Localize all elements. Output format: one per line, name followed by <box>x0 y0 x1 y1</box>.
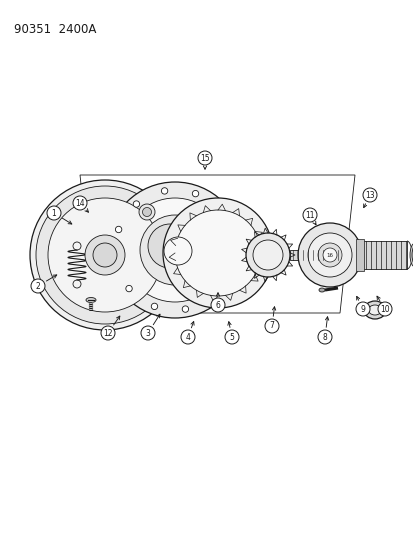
Circle shape <box>192 190 198 197</box>
Circle shape <box>107 182 242 318</box>
Circle shape <box>30 180 180 330</box>
Ellipse shape <box>363 301 385 319</box>
Circle shape <box>362 188 376 202</box>
Circle shape <box>123 198 226 302</box>
Circle shape <box>142 207 151 216</box>
Text: 15: 15 <box>200 154 209 163</box>
Text: 3: 3 <box>145 328 150 337</box>
Circle shape <box>93 243 117 267</box>
Text: 10: 10 <box>379 304 389 313</box>
Text: 4: 4 <box>185 333 190 342</box>
Circle shape <box>377 302 391 316</box>
Circle shape <box>252 240 282 270</box>
Circle shape <box>126 285 132 292</box>
Text: 5: 5 <box>229 333 234 342</box>
FancyBboxPatch shape <box>355 239 363 271</box>
Circle shape <box>180 330 195 344</box>
Circle shape <box>151 303 157 310</box>
Text: 11: 11 <box>304 211 314 220</box>
Ellipse shape <box>409 243 413 267</box>
Circle shape <box>112 257 119 264</box>
Circle shape <box>322 248 336 262</box>
Circle shape <box>47 206 61 220</box>
Text: 13: 13 <box>364 190 374 199</box>
Text: 2: 2 <box>36 281 40 290</box>
Circle shape <box>163 198 272 308</box>
Circle shape <box>36 186 173 324</box>
Circle shape <box>211 298 224 312</box>
Circle shape <box>139 204 154 220</box>
Text: 7: 7 <box>269 321 274 330</box>
Circle shape <box>264 319 278 333</box>
Circle shape <box>210 293 216 299</box>
Text: 8: 8 <box>322 333 327 342</box>
Circle shape <box>228 268 234 274</box>
Circle shape <box>140 215 209 285</box>
Circle shape <box>141 326 154 340</box>
Circle shape <box>101 326 115 340</box>
Text: 6: 6 <box>215 301 220 310</box>
Circle shape <box>302 208 316 222</box>
Circle shape <box>31 279 45 293</box>
Circle shape <box>73 196 87 210</box>
Circle shape <box>85 235 125 275</box>
Ellipse shape <box>318 288 324 292</box>
Circle shape <box>355 302 369 316</box>
FancyBboxPatch shape <box>361 241 406 269</box>
Circle shape <box>297 223 361 287</box>
Circle shape <box>175 210 260 296</box>
Circle shape <box>182 306 188 312</box>
Circle shape <box>147 224 192 268</box>
Circle shape <box>230 236 237 243</box>
Circle shape <box>245 233 289 277</box>
Circle shape <box>317 330 331 344</box>
Circle shape <box>164 237 192 265</box>
Circle shape <box>307 233 351 277</box>
Circle shape <box>48 198 161 312</box>
Ellipse shape <box>368 305 380 315</box>
Text: 9: 9 <box>360 304 365 313</box>
Text: 1: 1 <box>52 208 56 217</box>
Text: 90351  2400A: 90351 2400A <box>14 23 96 36</box>
FancyBboxPatch shape <box>289 250 339 260</box>
Circle shape <box>197 151 211 165</box>
Ellipse shape <box>86 297 96 303</box>
Circle shape <box>224 330 238 344</box>
Text: 16: 16 <box>326 253 333 257</box>
Text: 14: 14 <box>75 198 85 207</box>
Circle shape <box>217 208 223 215</box>
Ellipse shape <box>411 244 413 266</box>
Circle shape <box>133 201 139 207</box>
Circle shape <box>161 188 167 194</box>
Circle shape <box>115 227 121 233</box>
Circle shape <box>317 243 341 267</box>
Text: 12: 12 <box>103 328 112 337</box>
